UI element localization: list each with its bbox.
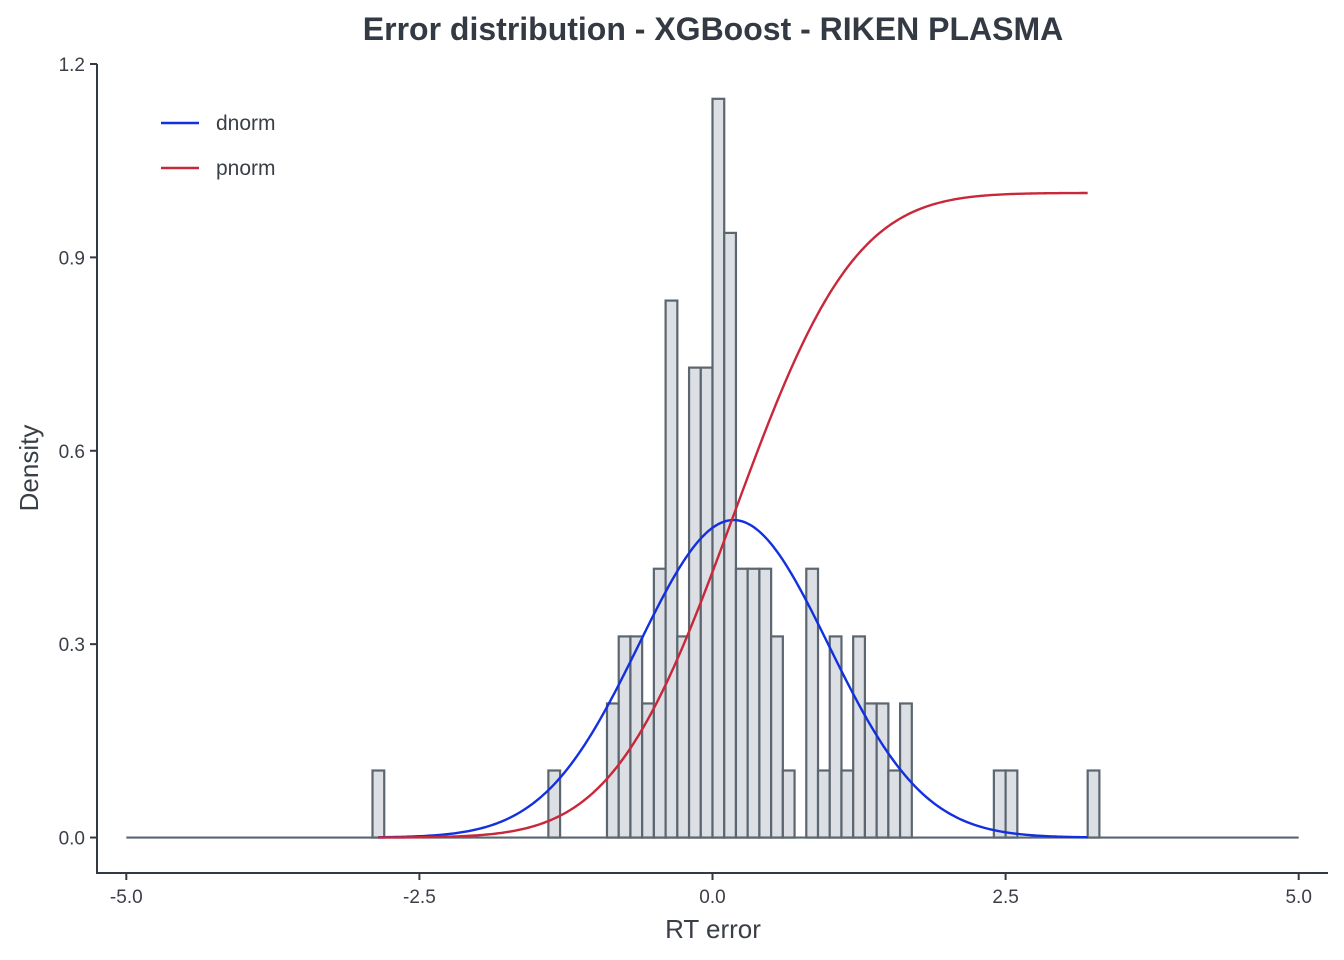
- histogram-bar: [816, 769, 831, 839]
- histogram-bar: [676, 635, 691, 839]
- histogram-bar: [1004, 769, 1019, 839]
- histogram-bar: [758, 567, 773, 839]
- histogram-bar: [687, 366, 702, 839]
- y-tick-label: 0.9: [59, 248, 85, 269]
- y-tick-label: 1.2: [59, 55, 85, 76]
- x-tick-label: 2.5: [992, 887, 1018, 908]
- histogram-bar: [699, 366, 714, 839]
- histogram-bar: [805, 567, 820, 839]
- histogram-bar: [781, 769, 796, 839]
- chart-title: Error distribution - XGBoost - RIKEN PLA…: [363, 11, 1063, 47]
- legend-entry-pnorm: pnorm: [161, 157, 276, 180]
- y-axis-ticks: 0.0 0.3 0.6 0.9 1.2: [59, 55, 97, 850]
- histogram-bar: [875, 702, 890, 839]
- y-tick-label: 0.0: [59, 829, 85, 850]
- histogram-bar: [641, 702, 655, 839]
- x-tick-label: 0.0: [699, 887, 725, 908]
- histogram-bar: [840, 769, 855, 839]
- legend-pnorm-label: pnorm: [216, 157, 276, 180]
- plot-area: [126, 97, 1299, 839]
- x-axis-ticks: -5.0 -2.5 0.0 2.5 5.0: [110, 873, 1312, 908]
- histogram-bar: [711, 97, 726, 839]
- x-tick-label: -5.0: [110, 887, 143, 908]
- histogram-bar: [770, 635, 784, 839]
- histogram-bar: [852, 635, 867, 839]
- histogram-bar: [1086, 769, 1101, 839]
- y-axis-label: Density: [14, 425, 44, 512]
- histogram-bar: [734, 567, 749, 839]
- histogram-bar: [746, 567, 761, 839]
- histogram-bar: [371, 769, 386, 839]
- x-tick-label: 5.0: [1285, 887, 1311, 908]
- y-tick-label: 0.3: [59, 635, 85, 656]
- legend-dnorm-label: dnorm: [216, 112, 276, 135]
- x-tick-label: -2.5: [403, 887, 436, 908]
- x-axis-label: RT error: [665, 914, 761, 944]
- y-tick-label: 0.6: [59, 442, 85, 463]
- legend-entry-dnorm: dnorm: [161, 112, 276, 135]
- legend: dnorm pnorm: [161, 112, 276, 180]
- histogram-bars: [371, 97, 1101, 839]
- histogram-bar: [664, 299, 679, 839]
- pnorm-curve: [378, 191, 1088, 839]
- histogram-bar: [887, 769, 902, 839]
- histogram-bar: [992, 769, 1007, 839]
